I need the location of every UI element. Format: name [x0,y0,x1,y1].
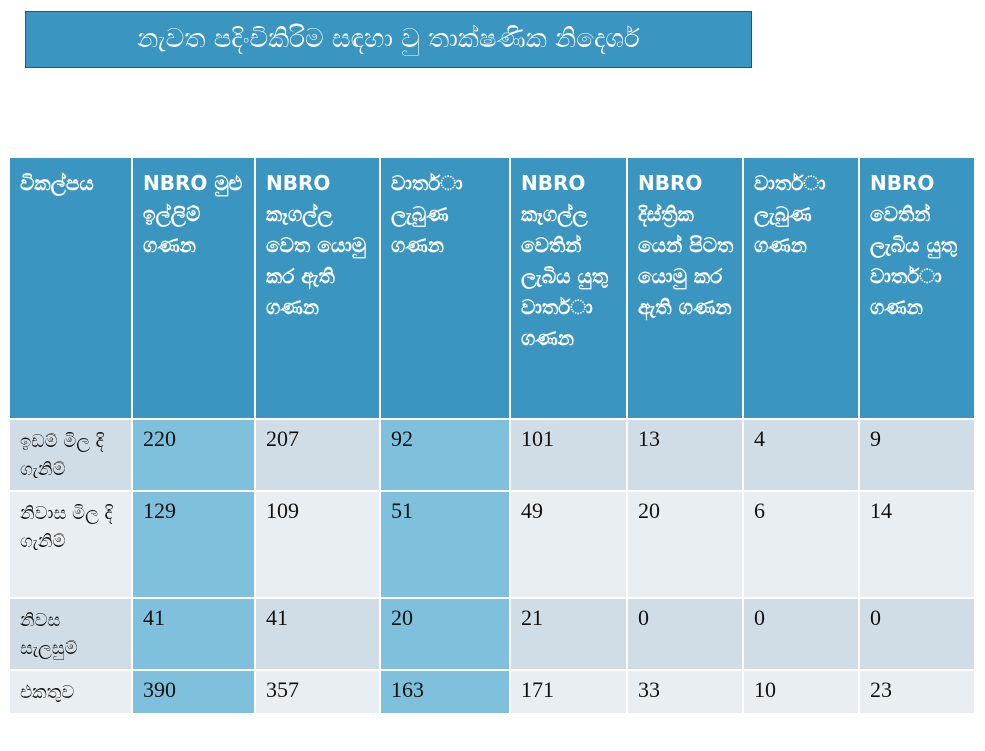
table-cell: 0 [626,597,744,671]
header-nbro-kegalle-referred: NBRO කෑගල්ල වෙත යොමු කර ඇති ගණන [254,156,381,420]
header-nbro-outside-district: NBRO දිස්ත්‍රික යෙන් පිටත යොමු කර ඇති ගණ… [626,156,744,420]
header-row: විකල්පය NBRO මුළු ඉල්ලිම් ගණන NBRO කෑගල්… [8,156,976,420]
table-cell: 390 [131,669,256,715]
table-row: ඉඩම් මිල දි ගැනිම් 220 207 92 101 13 4 9 [8,418,976,492]
table-cell: 0 [858,597,976,671]
header-nbro-total-requests: NBRO මුළු ඉල්ලිම් ගණන [131,156,256,420]
table-cell: 129 [131,490,256,599]
table-cell: 207 [254,418,381,492]
table-cell: 0 [742,597,860,671]
header-reports-received-kegalle: වාතර්ා ලැබුණ ගණන [379,156,511,420]
table-cell: 41 [131,597,256,671]
table-cell: 33 [626,669,744,715]
table-cell: 41 [254,597,381,671]
table-cell: 20 [379,597,511,671]
row-label: නිවාස මිල දි ගැනිම් [8,490,133,599]
table-cell: 10 [742,669,860,715]
header-option: විකල්පය [8,156,133,420]
row-label: නිවස සැලසුම් [8,597,133,671]
row-label: ඉඩම් මිල දි ගැනිම් [8,418,133,492]
table-row: නිවස සැලසුම් 41 41 20 21 0 0 0 [8,597,976,671]
table-cell: 220 [131,418,256,492]
table-cell: 109 [254,490,381,599]
table-cell: 6 [742,490,860,599]
table-cell: 20 [626,490,744,599]
table-cell: 357 [254,669,381,715]
table-cell: 163 [379,669,511,715]
table-cell: 101 [509,418,628,492]
table-cell: 171 [509,669,628,715]
slide-title: නැවත පදිංචිකිරිම සඳහා වු තාක්ෂණික නිදෙර්… [25,11,752,68]
header-reports-due-nbro: NBRO වෙතින් ලැබිය යුතු වාතර්ා ගණන [858,156,976,420]
table-cell: 13 [626,418,744,492]
data-table: විකල්පය NBRO මුළු ඉල්ලිම් ගණන NBRO කෑගල්… [8,156,976,715]
table-cell: 49 [509,490,628,599]
table-cell: 4 [742,418,860,492]
table-cell: 21 [509,597,628,671]
row-label: එකතුව [8,669,133,715]
table-cell: 23 [858,669,976,715]
header-reports-received-outside: වාතර්ා ලැබුණ ගණන [742,156,860,420]
table-cell: 9 [858,418,976,492]
table-cell: 14 [858,490,976,599]
table-cell: 92 [379,418,511,492]
table-row: නිවාස මිල දි ගැනිම් 129 109 51 49 20 6 1… [8,490,976,599]
table-row-total: එකතුව 390 357 163 171 33 10 23 [8,669,976,715]
table-cell: 51 [379,490,511,599]
header-reports-due-kegalle: NBRO කෑගල්ල වෙතින් ලැබිය යුතු වාතර්ා ගණන [509,156,628,420]
